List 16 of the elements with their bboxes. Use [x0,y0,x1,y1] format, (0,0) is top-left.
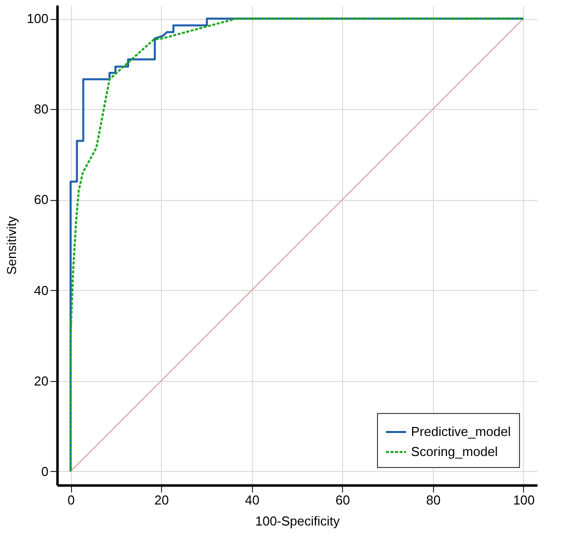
x-axis-title: 100-Specificity [255,514,340,528]
x-tick-label: 80 [426,492,441,508]
y-tick-label: 0 [41,464,48,479]
y-tick-label: 100 [26,11,48,26]
x-tick-label: 100 [513,492,535,508]
x-tick-label: 20 [154,492,169,508]
y-tick-label: 20 [34,373,48,388]
legend-label: Scoring_model [411,444,498,459]
y-tick-label: 40 [34,282,48,298]
y-tick-label: 80 [34,102,48,117]
legend-label: Predictive_model [411,424,511,439]
x-tick-label: 40 [244,492,260,508]
x-tick-label: 60 [336,492,350,508]
y-tick-label: 60 [34,192,48,208]
y-axis-title: Sensitivity [4,216,19,275]
x-tick-label: 0 [67,492,75,508]
